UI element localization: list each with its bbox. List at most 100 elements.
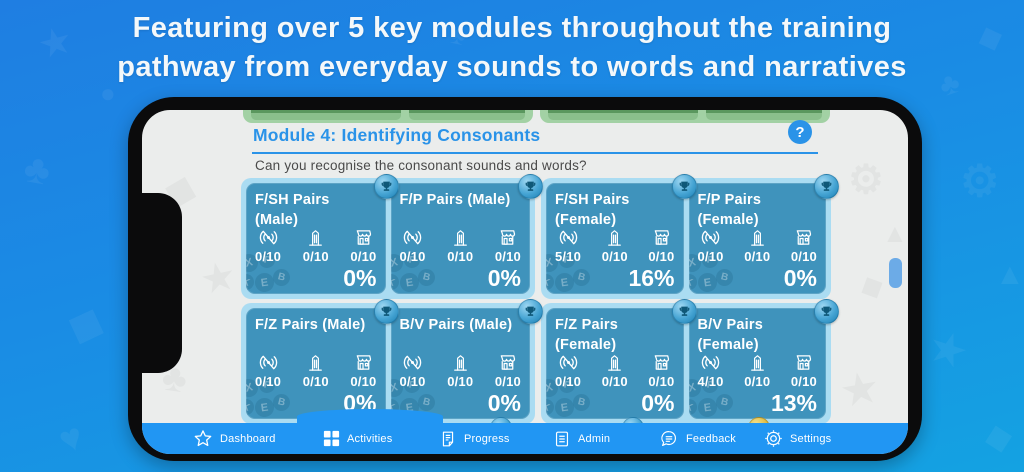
stat-value: 0/10: [648, 374, 675, 389]
tower-icon: [450, 352, 471, 373]
stat-value: 5/10: [555, 249, 582, 264]
previous-card-tab: [548, 110, 698, 120]
phone-screen: ◆★♣⚙■★♥▲ Module 4: Identifying Consonant…: [142, 110, 908, 454]
scrollbar-thumb[interactable]: [889, 258, 902, 288]
card-percent: 0%: [487, 265, 521, 291]
trophy-icon: [821, 306, 832, 316]
trophy-icon: [679, 306, 689, 316]
stat-sounds: 0/10: [255, 227, 281, 264]
pattern-glyph: ★: [199, 257, 238, 299]
nav-item-activities[interactable]: Activities: [322, 423, 392, 454]
stat-value: 0/10: [255, 249, 282, 264]
nav-item-progress[interactable]: Progress: [438, 423, 510, 454]
card-stats: 0/10 0/10 0/10: [255, 352, 377, 389]
trophy-icon: [525, 306, 536, 316]
previous-row-card-top: [243, 110, 533, 123]
stat-stories: 0/10: [648, 352, 674, 389]
nav-item-dashboard[interactable]: Dashboard: [192, 423, 276, 454]
nav-item-feedback[interactable]: Feedback: [658, 423, 736, 454]
nav-label: Activities: [347, 432, 393, 445]
star-icon: [192, 428, 214, 450]
pattern-glyph: ■: [857, 268, 888, 307]
stat-stories: 0/10: [791, 352, 817, 389]
stat-sounds: 0/10: [400, 352, 426, 389]
card-stats: 0/10 0/10 0/10: [400, 352, 522, 389]
watermark-letter: B: [271, 392, 292, 413]
stat-value: 0/10: [601, 249, 628, 264]
previous-row-card-top: [540, 110, 830, 123]
stat-sounds: 5/10: [555, 227, 581, 264]
stat-value: 0/10: [399, 249, 426, 264]
pattern-glyph: ♥: [53, 415, 90, 463]
sound-icon: [402, 352, 423, 373]
card-percent: 16%: [628, 265, 675, 291]
stat-value: 0/10: [697, 249, 724, 264]
stat-value: 0/10: [447, 249, 474, 264]
grid-icon: [322, 429, 341, 448]
trophy-badge: [671, 299, 697, 324]
stat-sounds: 0/10: [698, 227, 724, 264]
trophy-badge: [373, 174, 399, 199]
card-title: F/Z Pairs (Female): [555, 317, 619, 354]
stat-value: 0/10: [302, 249, 329, 264]
sound-icon: [258, 352, 279, 373]
stat-sounds: 0/10: [555, 352, 581, 389]
pattern-glyph: ⚙: [848, 160, 884, 200]
card-title: B/V Pairs (Female): [697, 317, 763, 354]
pattern-glyph: ◆: [62, 292, 114, 354]
stat-stories: 0/10: [495, 227, 521, 264]
card-title: F/P Pairs (Female): [697, 192, 762, 229]
stat-value: 0/10: [555, 374, 582, 389]
card-stats: 0/10 0/10 0/10: [400, 227, 522, 264]
sound-icon: [558, 227, 579, 248]
nav-item-settings[interactable]: Settings: [763, 423, 831, 454]
card-title: F/Z Pairs (Male): [255, 317, 366, 333]
watermark-letter: E: [398, 271, 420, 294]
card-title: F/SH Pairs (Male): [255, 192, 330, 229]
watermark-letter: E: [696, 271, 718, 294]
camera-notch: [142, 193, 182, 373]
card-title: F/SH Pairs (Female): [555, 192, 630, 229]
bottom-nav-bar: Dashboard Activities Progress Admin Feedback…: [142, 409, 908, 454]
pattern-glyph: ♣: [20, 146, 54, 194]
shop-icon: [353, 352, 374, 373]
watermark-letter: E: [253, 396, 276, 419]
trophy-badge: [518, 174, 543, 199]
trophy-icon: [381, 306, 391, 316]
trophy-icon: [821, 181, 832, 191]
shop-icon: [497, 227, 518, 248]
stat-stories: 0/10: [350, 227, 376, 264]
stat-value: 0/10: [399, 374, 426, 389]
trophy-badge: [518, 299, 543, 324]
card-title: F/P Pairs (Male): [399, 192, 511, 208]
sound-icon: [558, 352, 579, 373]
stat-value: 0/10: [744, 249, 771, 264]
pattern-glyph: ◆: [981, 415, 1015, 459]
watermark-letter: B: [271, 267, 292, 288]
pattern-glyph: ⚙: [960, 157, 1000, 206]
tower-icon: [450, 227, 471, 248]
stat-value: 0/10: [255, 374, 282, 389]
tower-icon: [604, 227, 625, 248]
pattern-glyph: ●: [100, 78, 116, 108]
trophy-icon: [381, 181, 391, 191]
pattern-glyph: ▲: [995, 258, 1024, 291]
watermark-letter: E: [253, 271, 276, 294]
trophy-icon: [679, 181, 689, 191]
title-underline: [252, 152, 818, 154]
nav-item-admin[interactable]: Admin: [552, 423, 610, 454]
tower-icon: [747, 352, 768, 373]
chat-icon: [658, 428, 680, 450]
help-button[interactable]: ?: [788, 120, 812, 144]
stat-sounds: 0/10: [400, 227, 426, 264]
